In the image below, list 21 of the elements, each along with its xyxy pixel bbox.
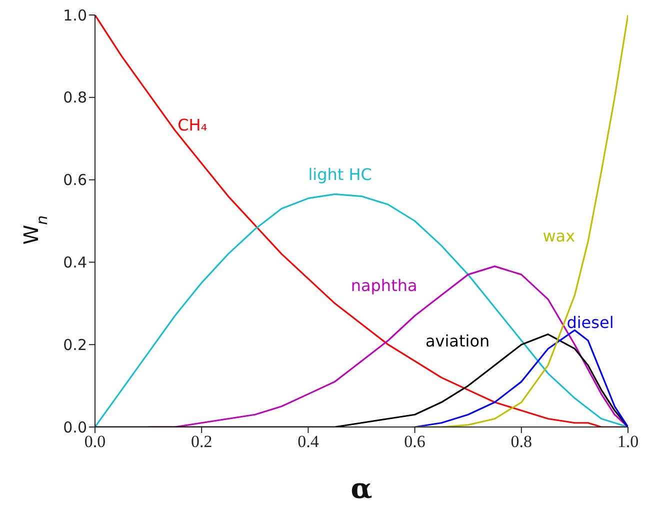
y-tick-label: 0.8 [63, 88, 87, 107]
x-tick-label: 0.4 [298, 432, 320, 452]
series-label: light HC [308, 164, 372, 184]
y-tick-label: 0.2 [63, 336, 87, 354]
line-series [414, 15, 628, 427]
x-tick-label: 0.6 [404, 432, 426, 452]
x-axis-title: α [350, 472, 372, 505]
x-tick-label: 0.2 [190, 432, 212, 452]
y-tick-label: 0.0 [63, 418, 87, 436]
x-tick-label: 0.0 [84, 432, 106, 452]
series-label: CH₄ [178, 115, 208, 134]
y-tick-label: 0.6 [63, 171, 87, 190]
series-label: naphtha [350, 276, 418, 296]
line-series [414, 329, 628, 427]
y-tick-label: 1.0 [63, 6, 87, 24]
x-tick-label: 1.0 [617, 432, 639, 452]
series-label: diesel [566, 313, 614, 332]
y-tick-label: 0.4 [63, 254, 87, 272]
series-label: aviation [425, 332, 490, 351]
series-label: wax [542, 226, 576, 246]
x-tick-label: 0.8 [510, 432, 532, 452]
